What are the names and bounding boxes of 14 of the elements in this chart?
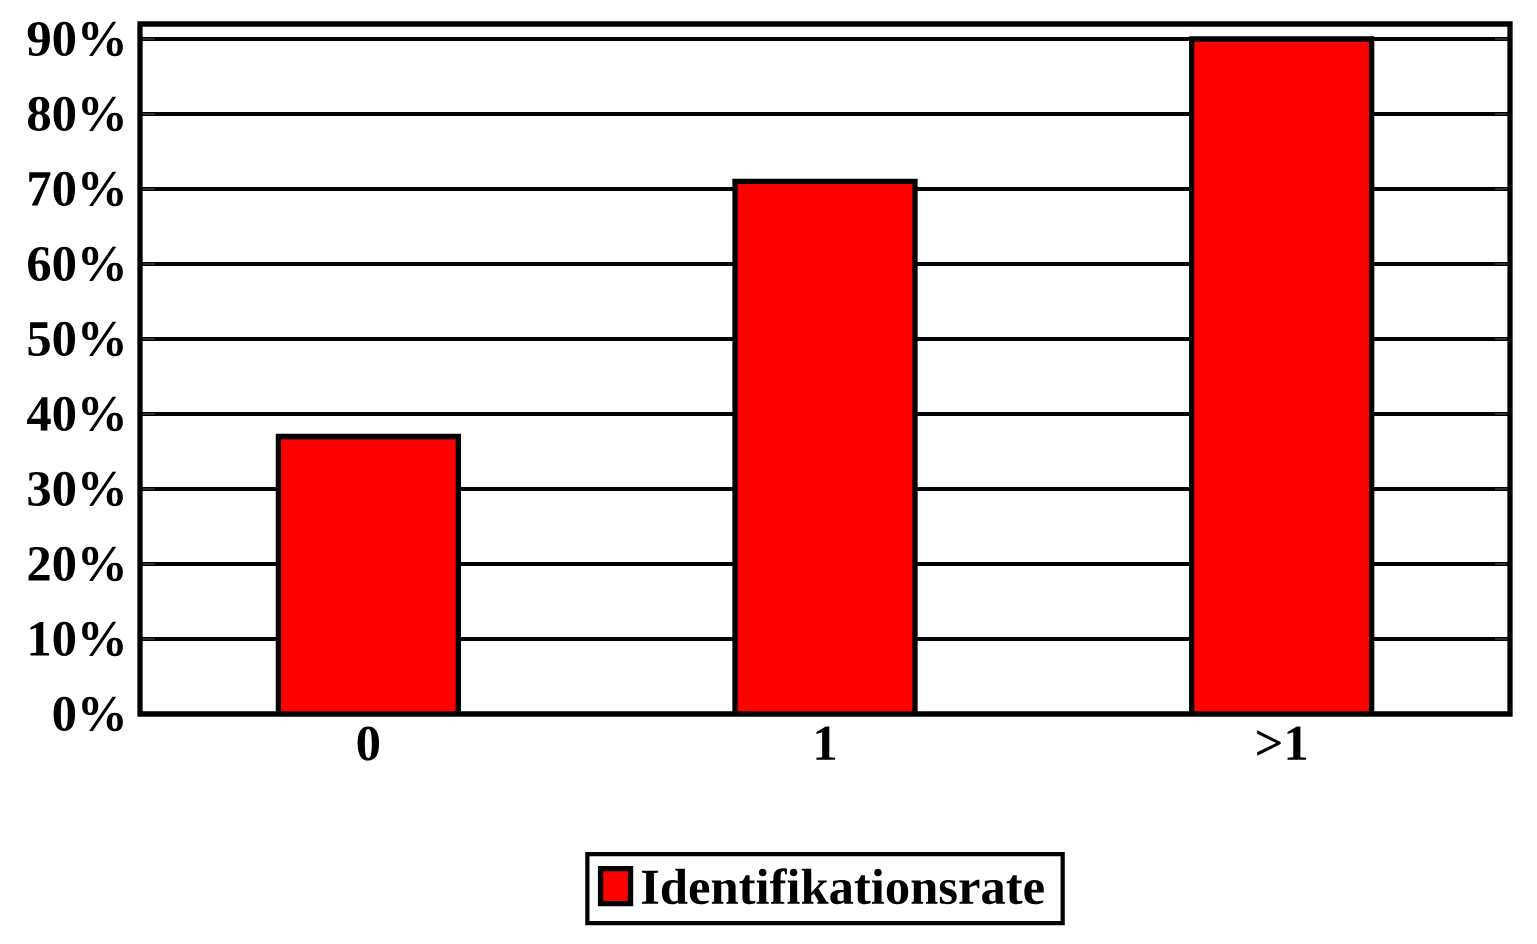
y-tick-label: 0% (53, 696, 123, 732)
legend-label: Identifikationsrate (641, 868, 1044, 905)
y-tick-label: 60% (28, 246, 123, 282)
y-tick-label: 50% (28, 321, 123, 357)
y-tick-label: 70% (29, 171, 123, 207)
x-tick-label: >1 (1257, 726, 1307, 760)
y-tick-label: 40% (27, 396, 123, 432)
y-tick-label: 80% (28, 96, 123, 132)
y-tick-label: 10% (30, 621, 123, 657)
x-tick-label: 1 (816, 726, 836, 760)
y-tick-label: 30% (28, 471, 123, 507)
y-tick-label: 90% (27, 21, 123, 57)
x-tick-label: 0 (357, 726, 380, 761)
y-tick-label: 20% (28, 546, 123, 582)
